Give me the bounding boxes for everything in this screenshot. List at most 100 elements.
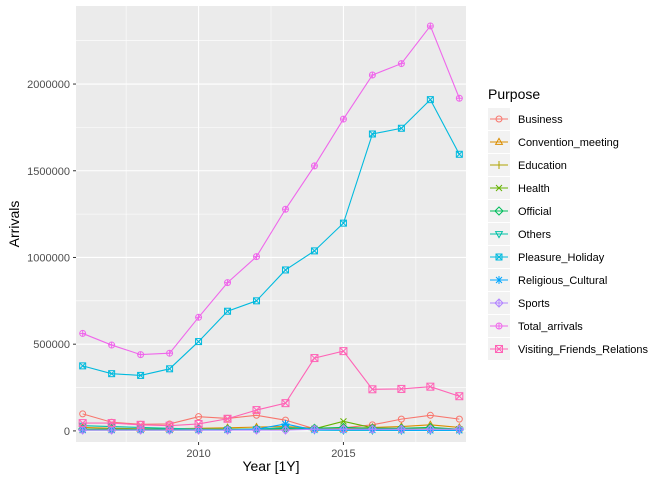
data-point-sports [309,424,320,434]
legend-title: Purpose [488,86,540,102]
data-point-visiting-friends-relations [339,347,348,356]
data-point-total-arrivals [455,94,463,102]
data-point-pleasure-holiday [195,338,203,346]
data-point-total-arrivals [281,205,289,213]
series-line-pleasure-holiday [82,98,460,376]
data-point-total-arrivals [79,329,87,337]
data-point-pleasure-holiday [224,307,232,315]
data-point-business [195,413,203,421]
y-tick-label: 500000 [33,339,70,351]
y-tick-label: 0 [64,426,70,438]
data-point-total-arrivals [224,279,232,287]
legend-item-official: Official [488,200,551,222]
axes: 0 500000 1000000 1500000 2000000 2010 2015 [27,79,356,460]
legend-label: Total_arrivals [518,321,583,333]
data-point-visiting-friends-relations [455,392,464,401]
data-point-pleasure-holiday [397,124,405,132]
data-point-business [253,411,261,419]
data-point-business [426,411,434,419]
data-point-visiting-friends-relations [397,384,406,393]
x-tick-label: 2010 [186,448,210,460]
legend-key-marker [495,345,503,353]
legend-item-sports: Sports [488,292,550,314]
legend-item-pleasure-holiday: Pleasure_Holiday [488,246,605,268]
data-point-total-arrivals [166,349,174,357]
series-line-business [82,413,460,430]
legend-item-visiting-friends-relations: Visiting_Friends_Relations [488,338,649,360]
data-point-total-arrivals [397,60,405,68]
y-tick-label: 1500000 [27,166,70,178]
legend-label: Religious_Cultural [518,275,607,287]
x-axis-title: Year [1Y] [242,458,299,474]
legend-key-marker [495,161,503,169]
data-point-visiting-friends-relations [281,399,290,408]
legend-item-total-arrivals: Total_arrivals [488,315,583,337]
plot-panel [76,6,466,442]
legend-item-others: Others [488,223,552,245]
data-point-pleasure-holiday [339,219,347,227]
data-point-visiting-friends-relations [252,406,261,415]
legend-label: Others [518,229,552,241]
series-pleasure-holiday [79,96,463,379]
data-point-sports [280,425,291,435]
legend-key-marker [495,184,503,192]
y-tick-label: 2000000 [27,79,70,91]
y-axis-title: Arrivals [6,201,22,248]
legend-label: Convention_meeting [518,137,619,149]
y-tick-label: 1000000 [27,252,70,264]
data-point-sports [367,424,378,434]
data-point-total-arrivals [195,313,203,321]
data-point-pleasure-holiday [108,370,116,378]
legend-item-convention-meeting: Convention_meeting [488,131,619,153]
data-point-pleasure-holiday [310,247,318,255]
legend-key-marker [494,231,504,239]
legend-key-marker [494,137,504,145]
x-tick-label: 2015 [331,448,355,460]
data-point-visiting-friends-relations [107,419,116,428]
series-line-visiting-friends-relations [82,350,460,427]
data-point-total-arrivals [310,162,318,170]
legend-label: Education [518,160,567,172]
data-point-total-arrivals [137,351,145,359]
data-point-pleasure-holiday [368,130,376,138]
legend-key-marker [494,206,504,216]
data-point-visiting-friends-relations [310,354,319,363]
series-visiting-friends-relations [78,347,464,430]
legend: Purpose Business Convention_meeting Educat… [488,86,649,360]
data-point-sports [77,425,88,435]
legend-item-health: Health [488,177,550,199]
data-point-sports [396,424,407,434]
series-total-arrivals [79,22,463,359]
legend-label: Visiting_Friends_Relations [518,344,649,356]
data-point-pleasure-holiday [137,371,145,379]
data-point-visiting-friends-relations [165,421,174,430]
data-point-sports [338,424,349,434]
data-point-total-arrivals [426,22,434,30]
legend-item-education: Education [488,154,567,176]
data-point-pleasure-holiday [455,150,463,158]
legend-item-religious-cultural: Religious_Cultural [488,269,607,291]
data-point-sports [222,425,233,435]
legend-label: Official [518,206,551,218]
legend-key-marker [495,276,503,284]
legend-label: Sports [518,298,550,310]
legend-label: Health [518,183,550,195]
data-point-visiting-friends-relations [78,419,87,428]
data-point-visiting-friends-relations [426,382,435,391]
data-point-business [79,410,87,418]
data-point-visiting-friends-relations [194,419,203,428]
legend-key-marker [495,115,503,123]
legend-label: Business [518,114,563,126]
legend-key-marker [495,322,503,330]
data-point-total-arrivals [253,253,261,261]
data-point-visiting-friends-relations [136,420,145,429]
data-point-sports [454,424,465,434]
data-point-business [455,415,463,423]
data-point-visiting-friends-relations [223,414,232,423]
data-point-pleasure-holiday [253,297,261,305]
series-layer [77,22,465,435]
data-point-pleasure-holiday [281,266,289,274]
series-line-sports [82,428,460,431]
legend-item-business: Business [488,108,563,130]
